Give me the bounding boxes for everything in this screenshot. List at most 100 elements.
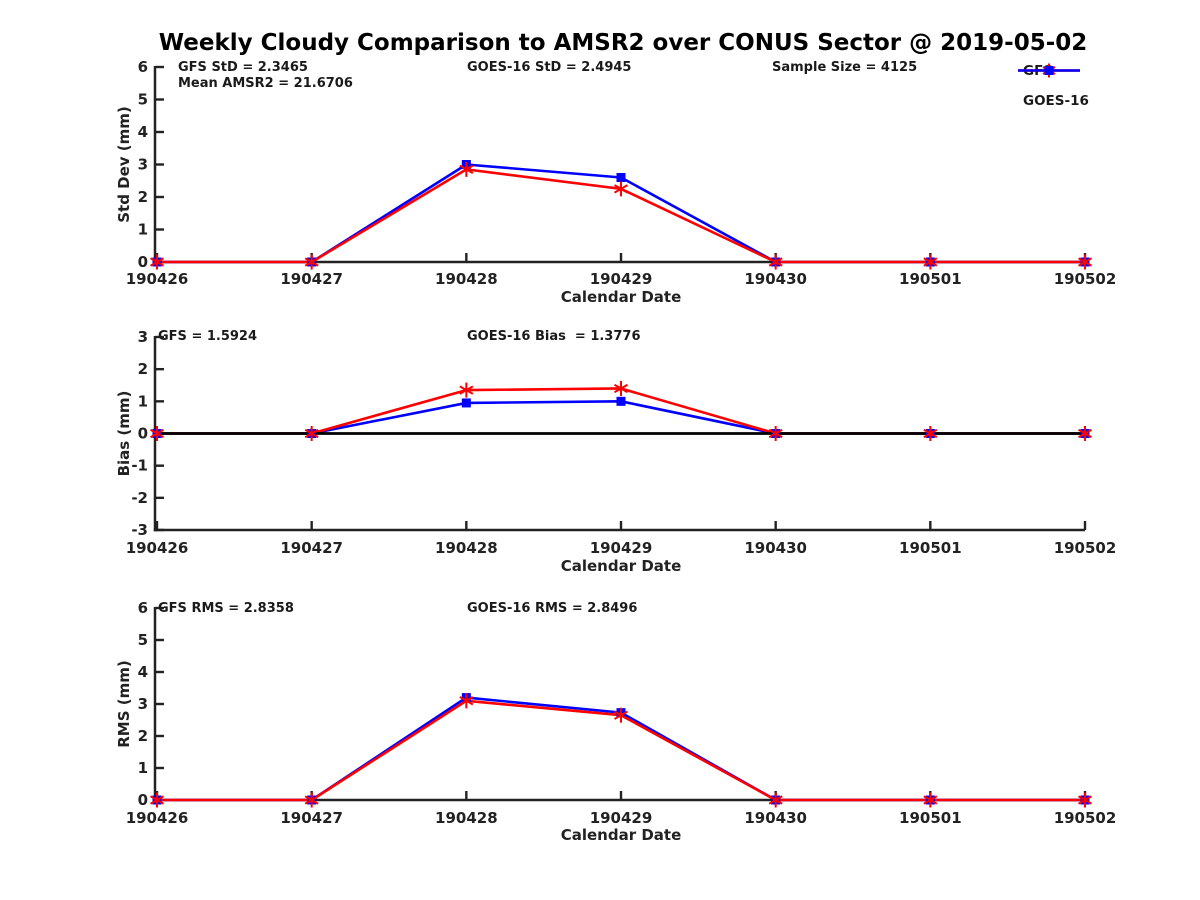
gfs-asterisk-marker — [459, 699, 467, 706]
y-tick-label: 2 — [138, 727, 148, 745]
x-tick-label: 190501 — [899, 809, 962, 827]
y-axis-title: RMS (mm) — [115, 660, 133, 747]
gfs-asterisk-marker — [156, 261, 164, 267]
x-tick-label: 190502 — [1054, 809, 1117, 827]
gfs-asterisk-marker — [304, 432, 313, 439]
legend: GFS GOES-16 — [1016, 62, 1089, 109]
gfs-asterisk-marker — [614, 383, 622, 390]
gfs-asterisk-marker — [311, 799, 319, 805]
gfs-asterisk-marker — [1078, 795, 1086, 801]
gfs-asterisk-marker — [929, 432, 938, 439]
gfs-asterisk-marker — [923, 799, 931, 805]
gfs-asterisk-marker — [929, 428, 938, 435]
gfs-asterisk-marker — [304, 257, 313, 263]
gfs-asterisk-marker — [923, 795, 931, 801]
gfs-asterisk-marker — [768, 257, 777, 263]
gfs-asterisk-marker — [311, 261, 319, 267]
gfs-asterisk-marker — [923, 428, 931, 435]
gfs-asterisk-marker — [150, 261, 158, 267]
gfs-asterisk-marker — [768, 799, 777, 805]
annotation-goes-std: GOES-16 StD = 2.4945 — [467, 60, 632, 75]
x-axis-title: Calendar Date — [561, 288, 682, 306]
x-tick-label: 190427 — [280, 270, 343, 288]
x-tick-label: 190427 — [280, 539, 343, 557]
gfs-asterisk-marker — [304, 795, 313, 801]
y-tick-label: 1 — [138, 221, 148, 239]
gfs-asterisk-marker — [620, 714, 628, 720]
x-tick-label: 190430 — [744, 270, 807, 288]
annotation-gfs-bias: GFS = 1.5924 — [158, 329, 258, 344]
y-tick-label: 5 — [138, 631, 148, 649]
y-tick-label: 1 — [138, 392, 148, 410]
x-tick-label: 190502 — [1054, 270, 1117, 288]
goes16-square-marker — [616, 396, 626, 406]
y-tick-label: 6 — [138, 58, 148, 76]
gfs-asterisk-marker — [1084, 257, 1092, 263]
gfs-asterisk-marker — [311, 795, 319, 801]
gfs-asterisk-marker — [304, 428, 313, 435]
gfs-asterisk-marker — [1084, 261, 1092, 267]
gfs-asterisk-marker — [465, 168, 474, 174]
gfs-asterisk-marker — [156, 795, 164, 801]
x-tick-label: 190427 — [280, 809, 343, 827]
gfs-asterisk-marker — [929, 257, 938, 263]
gfs-asterisk-marker — [775, 257, 783, 263]
gfs-asterisk-marker — [459, 164, 467, 171]
y-tick-label: 4 — [138, 123, 148, 141]
gfs-asterisk-marker — [1084, 428, 1092, 435]
gfs-asterisk-marker — [150, 799, 158, 805]
y-tick-label: 0 — [138, 253, 148, 271]
gfs-asterisk-marker — [465, 164, 474, 171]
gfs-asterisk-marker — [156, 257, 164, 263]
gfs-asterisk-marker — [156, 432, 164, 439]
gfs-asterisk-marker — [620, 387, 628, 394]
gfs-asterisk-marker — [150, 795, 158, 801]
gfs-asterisk-marker — [775, 428, 783, 435]
annotation-goes-rms: GOES-16 RMS = 2.8496 — [467, 601, 638, 616]
y-tick-label: 0 — [138, 791, 148, 809]
annotation-sample-size: Sample Size = 4125 — [772, 60, 918, 75]
gfs-asterisk-marker — [304, 799, 313, 805]
x-tick-label: 190426 — [126, 809, 189, 827]
y-tick-label: -1 — [131, 457, 148, 475]
x-tick-label: 190502 — [1054, 539, 1117, 557]
goes16-square-marker — [461, 398, 471, 408]
gfs-asterisk-marker — [311, 432, 319, 439]
gfs-asterisk-marker — [465, 696, 474, 702]
x-tick-label: 190429 — [590, 809, 653, 827]
x-tick-label: 190429 — [590, 539, 653, 557]
gfs-asterisk-marker — [768, 261, 777, 267]
gfs-asterisk-marker — [775, 261, 783, 267]
gfs-asterisk-marker — [614, 184, 622, 190]
chart-title: Weekly Cloudy Comparison to AMSR2 over C… — [158, 30, 1088, 56]
gfs-asterisk-marker — [614, 188, 622, 194]
gfs-asterisk-marker — [923, 257, 931, 263]
x-tick-label: 190428 — [435, 270, 498, 288]
y-tick-label: 2 — [138, 360, 148, 378]
gfs-asterisk-marker — [775, 799, 783, 805]
y-tick-label: 3 — [138, 328, 148, 346]
annotation-gfs-std: GFS StD = 2.3465 — [178, 60, 308, 75]
gfs-asterisk-marker — [311, 428, 319, 435]
x-tick-label: 190428 — [435, 539, 498, 557]
y-axis-title: Std Dev (mm) — [115, 106, 133, 223]
annotation-goes-bias: GOES-16 Bias = 1.3776 — [467, 329, 641, 344]
gfs-asterisk-marker — [150, 257, 158, 263]
goes16-line-marker-icon — [1018, 66, 1080, 75]
gfs-asterisk-marker — [620, 383, 628, 390]
x-tick-label: 190430 — [744, 539, 807, 557]
series-line-goes-16 — [157, 400, 1085, 435]
gfs-asterisk-marker — [304, 261, 313, 267]
y-tick-label: 3 — [138, 695, 148, 713]
y-tick-label: 5 — [138, 91, 148, 109]
x-tick-label: 190429 — [590, 270, 653, 288]
gfs-asterisk-marker — [156, 799, 164, 805]
gfs-asterisk-marker — [1078, 428, 1086, 435]
gfs-asterisk-marker — [620, 188, 628, 194]
goes16-square-marker — [616, 173, 626, 182]
y-tick-label: -3 — [131, 521, 148, 539]
annotation-gfs-rms: GFS RMS = 2.8358 — [158, 601, 294, 616]
gfs-asterisk-marker — [1084, 795, 1092, 801]
x-tick-label: 190426 — [126, 539, 189, 557]
